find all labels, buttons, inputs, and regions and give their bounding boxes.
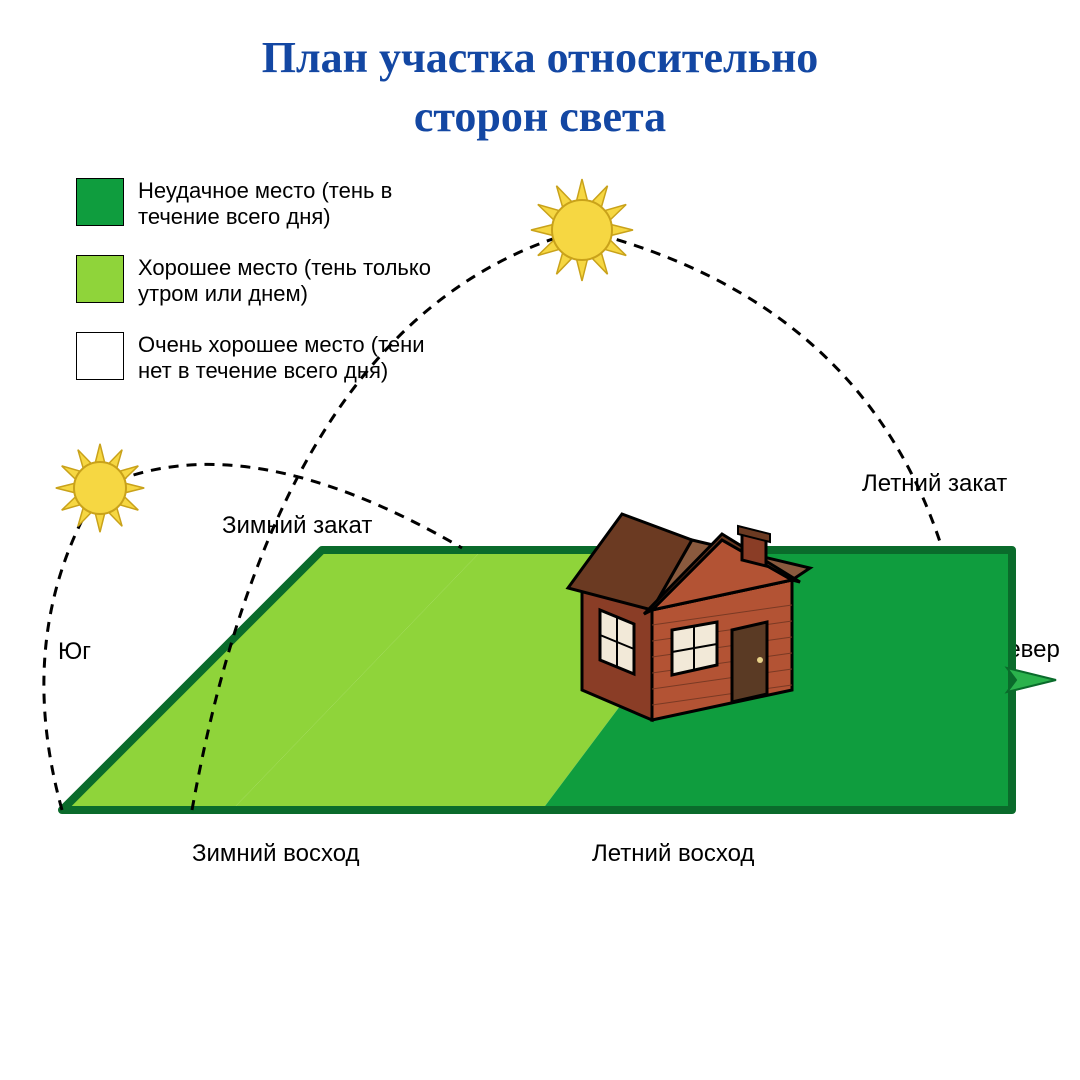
diagram-svg <box>22 170 1058 890</box>
title-line-1: План участка относительно <box>0 28 1080 87</box>
title-line-2: сторон света <box>0 87 1080 146</box>
diagram: Неудачное место (тень в течение всего дн… <box>22 170 1058 890</box>
